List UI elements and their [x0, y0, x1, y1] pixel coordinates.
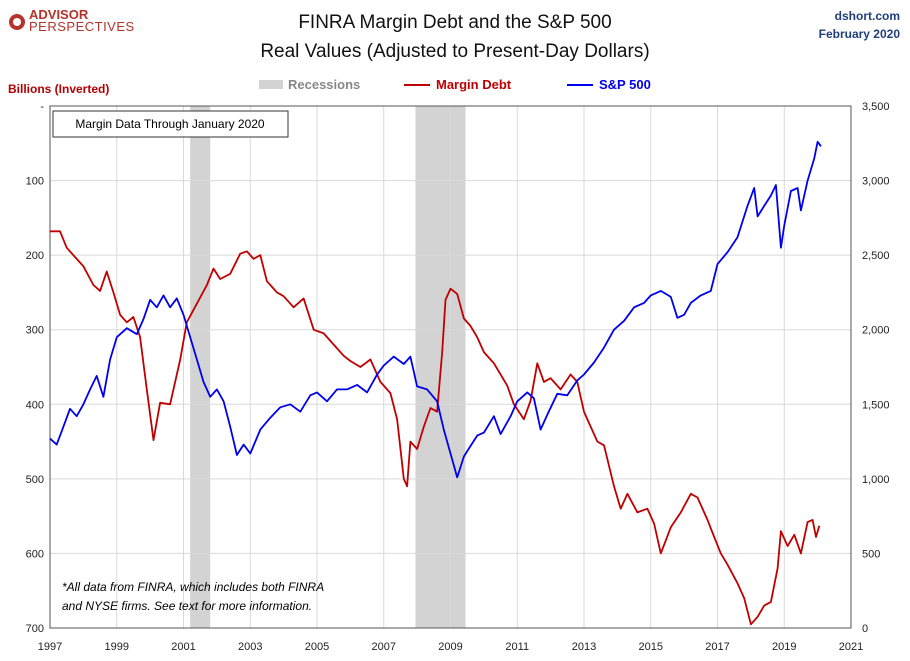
legend-label-margin-debt: Margin Debt — [436, 77, 512, 92]
x-tick-label: 2011 — [505, 641, 529, 653]
advisor-perspectives-logo: ADVISOR PERSPECTIVES — [9, 7, 135, 34]
y-left-tick-label: 100 — [26, 176, 44, 188]
series-lines — [49, 140, 822, 626]
x-tick-label: 2005 — [305, 641, 329, 653]
y-right-tick-label: 3,000 — [862, 176, 890, 188]
y-left-tick-label: 400 — [26, 399, 44, 411]
logo-line1: ADVISOR — [29, 7, 89, 22]
chart-title: FINRA Margin Debt and the S&P 500 — [298, 12, 611, 33]
y-right-tick-label: 3,500 — [862, 101, 890, 113]
logo-line2: PERSPECTIVES — [29, 19, 135, 34]
legend-label-sp500: S&P 500 — [599, 77, 651, 92]
x-tick-label: 1997 — [38, 641, 62, 653]
footnote-line2: and NYSE firms. See text for more inform… — [62, 599, 312, 613]
x-tick-label: 2009 — [438, 641, 462, 653]
x-tick-label: 2013 — [572, 641, 596, 653]
margin-debt-line — [50, 230, 821, 626]
note-box: Margin Data Through January 2020 — [52, 110, 289, 138]
source-site: dshort.com — [835, 9, 900, 23]
plot-area-frame — [49, 105, 852, 629]
recession-band-1 — [190, 106, 211, 628]
y-left-tick-label: 700 — [26, 623, 44, 635]
recession-bands — [190, 106, 466, 628]
x-tick-label: 2003 — [238, 641, 262, 653]
x-tick-label: 1999 — [105, 641, 129, 653]
footnote-line1: *All data from FINRA, which includes bot… — [62, 580, 324, 594]
legend: Recessions Margin Debt S&P 500 — [259, 77, 651, 92]
grid-lines — [49, 105, 852, 629]
y-left-tick-label: 200 — [26, 250, 44, 262]
x-tick-label: 2007 — [372, 641, 396, 653]
x-tick-label: 2019 — [772, 641, 796, 653]
logo-mark-inner — [13, 18, 21, 26]
y-right-tick-label: 0 — [862, 623, 868, 635]
x-tick-label: 2017 — [705, 641, 729, 653]
note-box-text: Margin Data Through January 2020 — [75, 117, 265, 131]
y-right-tick-label: 500 — [862, 548, 880, 560]
y-right-tick-label: 1,000 — [862, 474, 890, 486]
y-left-tick-label: - — [40, 101, 44, 113]
y-axis-left-label: Billions (Inverted) — [8, 82, 109, 96]
x-tick-label: 2001 — [171, 641, 195, 653]
y-right-tick-label: 2,500 — [862, 250, 890, 262]
source-date: February 2020 — [819, 27, 901, 41]
y-left-tick-label: 600 — [26, 548, 44, 560]
legend-label-recessions: Recessions — [288, 77, 360, 92]
sp500-line — [49, 140, 822, 479]
y-right-tick-label: 2,000 — [862, 325, 890, 337]
y-right-tick-label: 1,500 — [862, 399, 890, 411]
note-box-border — [52, 110, 289, 138]
x-tick-label: 2021 — [839, 641, 863, 653]
y-left-tick-label: 300 — [26, 325, 44, 337]
axis-ticks: 1997 1999 2001 2003 2005 2007 2009 2011 2013 2015… — [26, 101, 890, 653]
legend-swatch-recessions — [259, 80, 283, 89]
chart-subtitle: Real Values (Adjusted to Present-Day Dol… — [260, 41, 649, 62]
x-tick-label: 2015 — [639, 641, 663, 653]
y-left-tick-label: 500 — [26, 474, 44, 486]
